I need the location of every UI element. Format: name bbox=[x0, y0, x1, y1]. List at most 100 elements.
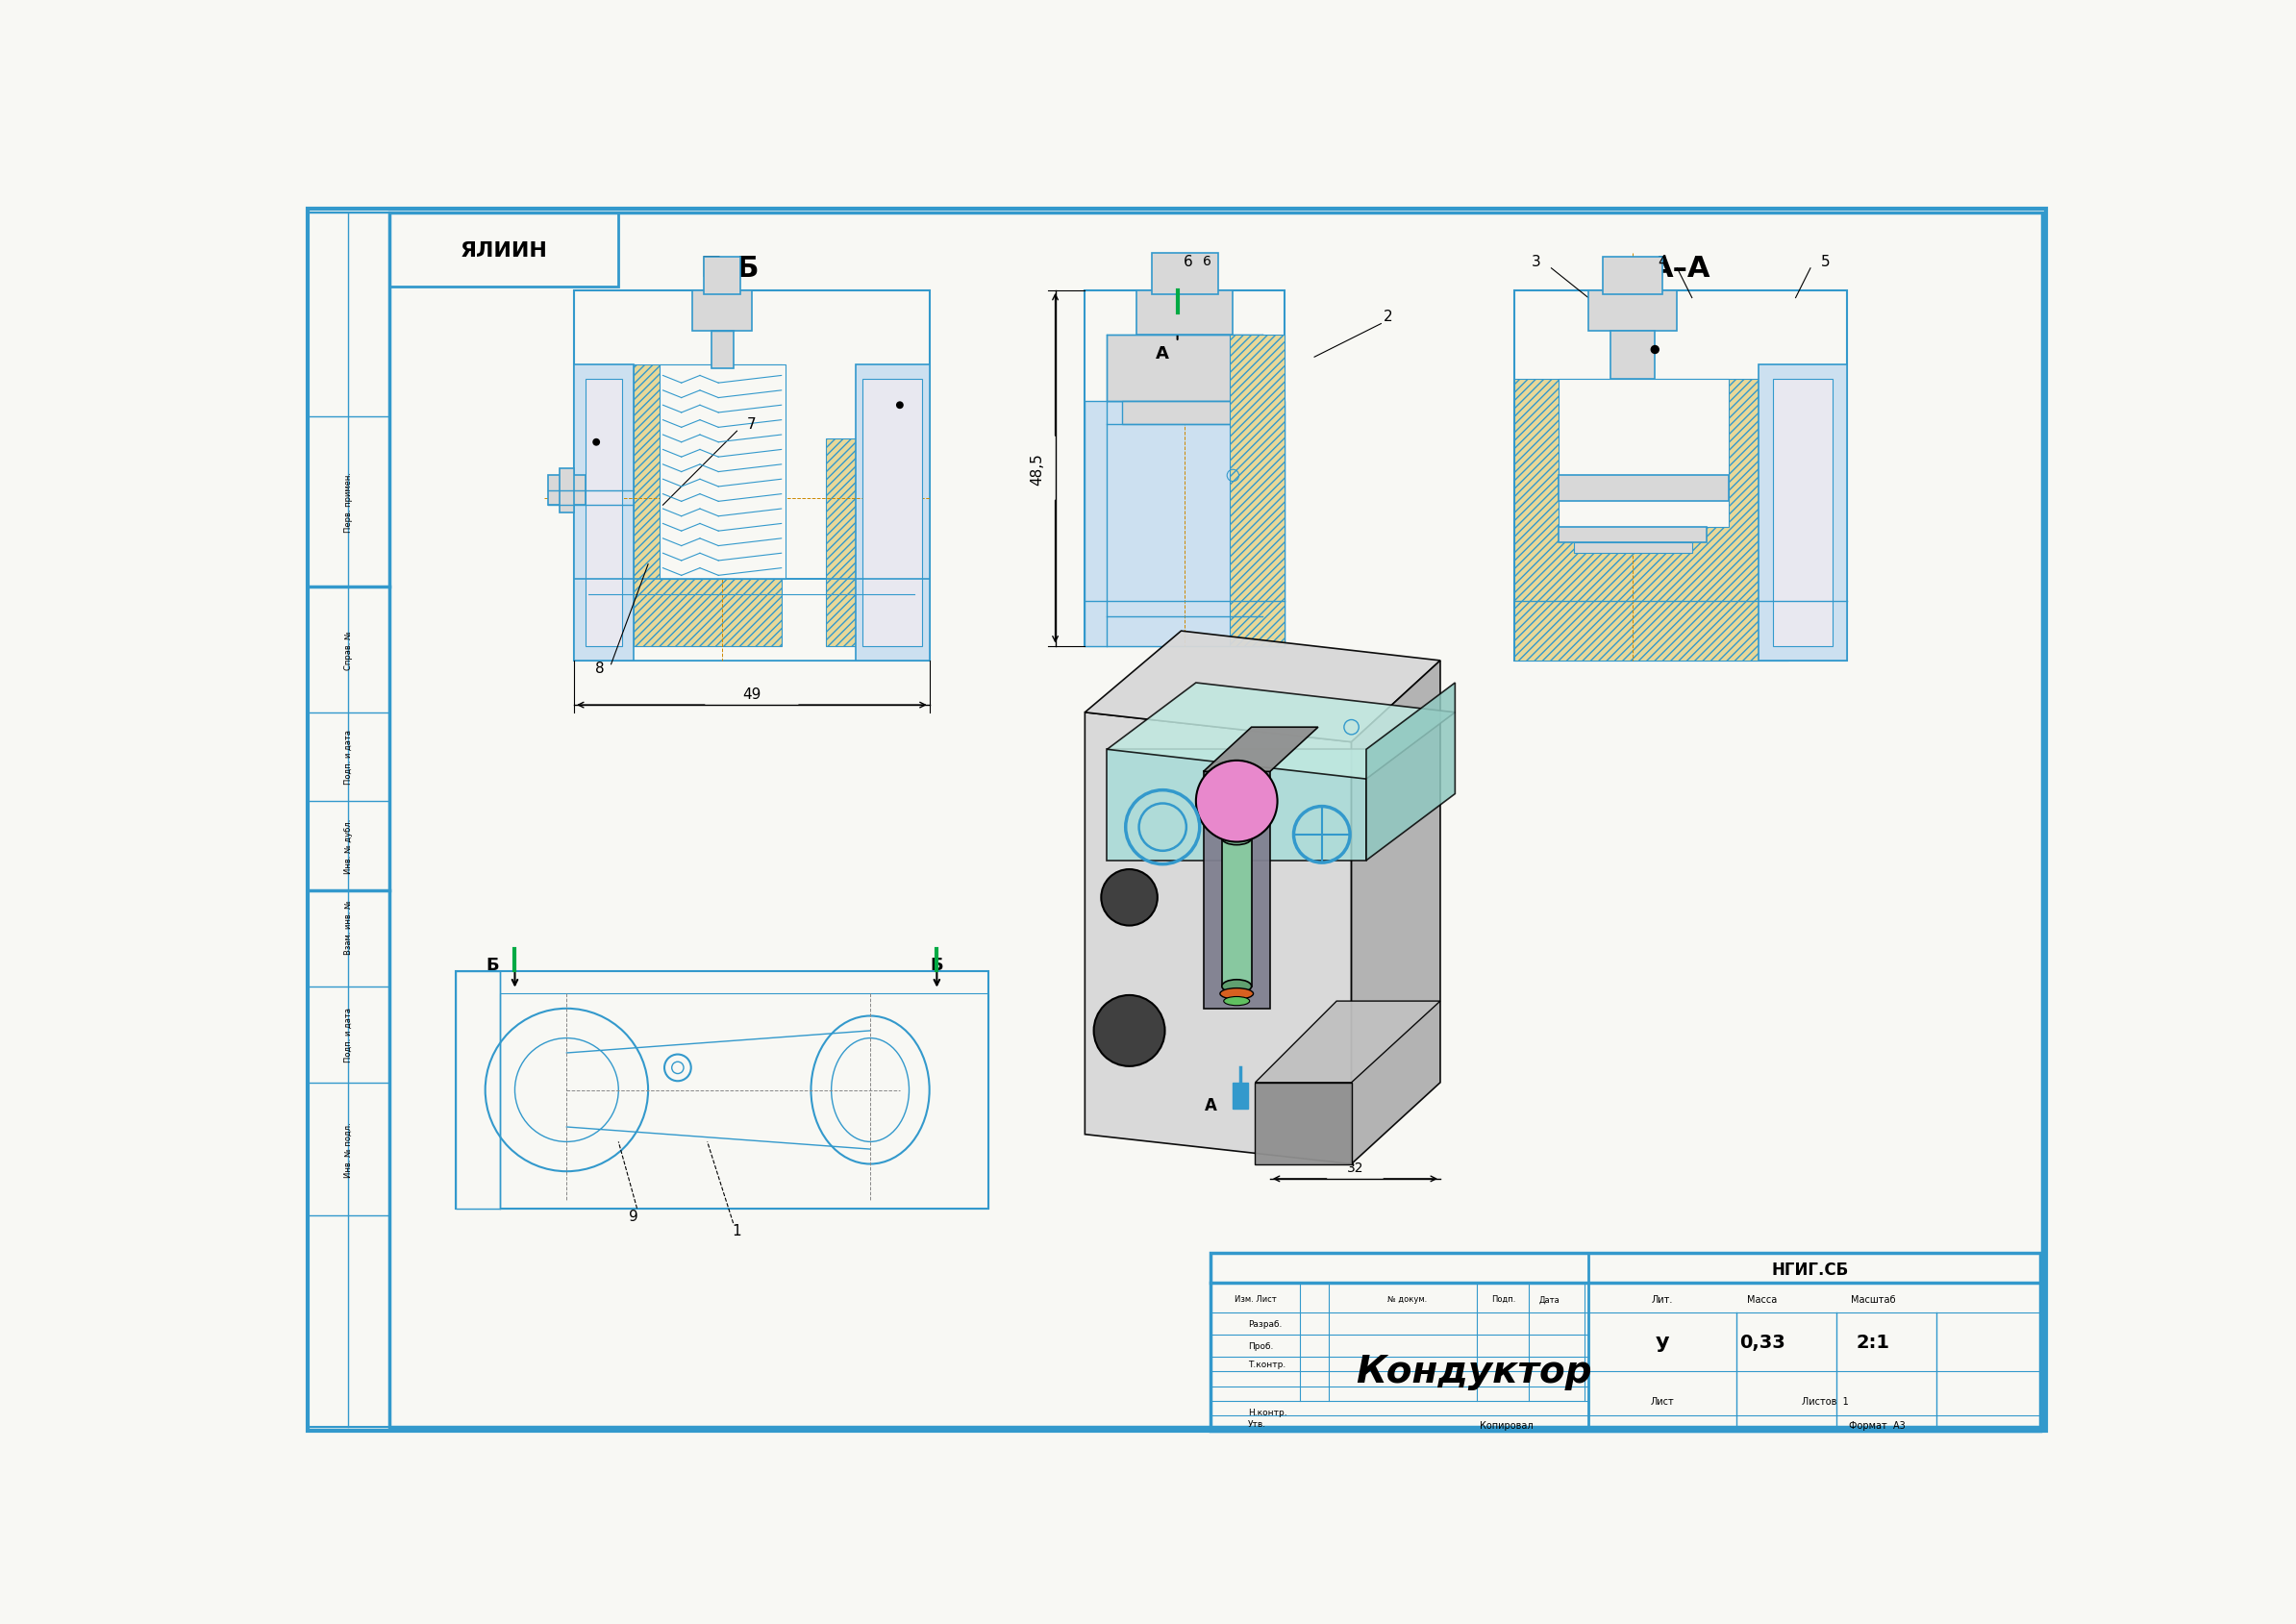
Text: А: А bbox=[1155, 346, 1169, 362]
Bar bbox=[585, 380, 622, 646]
Text: Дата: Дата bbox=[1538, 1294, 1561, 1302]
Ellipse shape bbox=[1219, 989, 1254, 999]
Polygon shape bbox=[1256, 1002, 1440, 1083]
Text: Подп. и дата: Подп. и дата bbox=[344, 1007, 354, 1062]
Text: 1: 1 bbox=[732, 1223, 742, 1237]
Bar bbox=[1086, 291, 1286, 646]
Bar bbox=[1228, 336, 1286, 646]
Bar bbox=[1515, 291, 1848, 661]
Bar bbox=[1233, 1083, 1247, 1109]
Text: Н.контр.: Н.контр. bbox=[1247, 1408, 1286, 1416]
Polygon shape bbox=[1352, 661, 1440, 1164]
Text: 8: 8 bbox=[595, 661, 604, 676]
Text: 9: 9 bbox=[629, 1208, 638, 1223]
Text: 2: 2 bbox=[1384, 310, 1394, 325]
Bar bbox=[634, 365, 781, 646]
Bar bbox=[1559, 380, 1729, 528]
Text: Взам. инв. №: Взам. инв. № bbox=[344, 900, 354, 955]
Bar bbox=[1559, 476, 1729, 502]
Circle shape bbox=[592, 440, 599, 445]
Text: Т.контр.: Т.контр. bbox=[1247, 1359, 1286, 1369]
Text: Масса: Масса bbox=[1747, 1294, 1777, 1304]
Text: 5: 5 bbox=[1821, 255, 1830, 268]
Text: Б: Б bbox=[487, 957, 498, 973]
Bar bbox=[1221, 838, 1251, 987]
Text: Лист: Лист bbox=[1651, 1397, 1674, 1406]
Ellipse shape bbox=[1221, 979, 1251, 994]
Bar bbox=[856, 365, 930, 661]
Ellipse shape bbox=[1224, 997, 1249, 1005]
Text: Лит.: Лит. bbox=[1651, 1294, 1674, 1304]
Text: 0,33: 0,33 bbox=[1740, 1333, 1786, 1351]
Bar bbox=[1153, 253, 1219, 296]
Bar bbox=[703, 258, 742, 296]
Bar bbox=[693, 291, 751, 331]
Bar bbox=[560, 469, 574, 513]
Text: Изм. Лист: Изм. Лист bbox=[1235, 1294, 1277, 1302]
Bar bbox=[1603, 258, 1662, 296]
Text: 4: 4 bbox=[1658, 255, 1667, 268]
Text: 2:1: 2:1 bbox=[1857, 1333, 1890, 1351]
Ellipse shape bbox=[1221, 831, 1251, 844]
Bar bbox=[827, 438, 907, 646]
Text: у: у bbox=[1655, 1332, 1669, 1351]
Bar bbox=[455, 971, 990, 1208]
Text: № докум.: № докум. bbox=[1387, 1294, 1426, 1302]
Bar bbox=[1086, 403, 1286, 646]
Bar bbox=[1107, 336, 1263, 403]
Polygon shape bbox=[1203, 771, 1270, 1009]
Bar bbox=[659, 365, 785, 580]
Bar bbox=[308, 213, 388, 1427]
Text: Перв. примен.: Перв. примен. bbox=[344, 471, 354, 533]
Polygon shape bbox=[1203, 728, 1318, 771]
Text: ЯЛИИН: ЯЛИИН bbox=[459, 240, 546, 260]
Text: Подп.: Подп. bbox=[1490, 1294, 1515, 1302]
Bar bbox=[1137, 291, 1233, 336]
Polygon shape bbox=[1366, 684, 1456, 861]
Text: НГИГ.СБ: НГИГ.СБ bbox=[1773, 1260, 1848, 1278]
Bar bbox=[1773, 380, 1832, 646]
Text: Кондуктор: Кондуктор bbox=[1355, 1353, 1591, 1390]
Text: Разраб.: Разраб. bbox=[1247, 1319, 1281, 1327]
Polygon shape bbox=[1107, 684, 1456, 780]
Bar bbox=[1515, 380, 1789, 661]
Polygon shape bbox=[1086, 713, 1352, 1164]
Bar bbox=[549, 476, 585, 505]
Bar bbox=[574, 291, 930, 661]
Text: А–А: А–А bbox=[1651, 255, 1711, 283]
Text: Проб.: Проб. bbox=[1247, 1341, 1272, 1350]
Text: 32: 32 bbox=[1348, 1161, 1364, 1174]
Bar bbox=[863, 380, 923, 646]
Polygon shape bbox=[1086, 632, 1440, 742]
Bar bbox=[1589, 291, 1676, 331]
Text: Инв. № подл.: Инв. № подл. bbox=[344, 1122, 354, 1177]
Text: Листов  1: Листов 1 bbox=[1802, 1397, 1848, 1406]
Text: Копировал: Копировал bbox=[1481, 1419, 1534, 1429]
Bar bbox=[388, 213, 618, 287]
Bar bbox=[1609, 331, 1655, 380]
Bar bbox=[1210, 1254, 2039, 1431]
Bar bbox=[712, 331, 732, 369]
Text: Формат  А3: Формат А3 bbox=[1848, 1419, 1906, 1429]
Bar bbox=[1759, 365, 1848, 661]
Bar bbox=[574, 580, 930, 661]
Text: Подп. и дата: Подп. и дата bbox=[344, 729, 354, 784]
Bar bbox=[501, 994, 990, 1208]
Circle shape bbox=[1093, 996, 1164, 1067]
Text: 6: 6 bbox=[1185, 255, 1194, 268]
Text: А: А bbox=[1205, 1096, 1217, 1114]
Circle shape bbox=[1196, 762, 1277, 843]
Bar bbox=[1123, 403, 1247, 424]
Circle shape bbox=[1651, 346, 1658, 354]
Polygon shape bbox=[1256, 1083, 1352, 1164]
Circle shape bbox=[1102, 870, 1157, 926]
Text: Инв. № дубл.: Инв. № дубл. bbox=[344, 818, 354, 874]
Polygon shape bbox=[1107, 750, 1366, 861]
Bar bbox=[1559, 528, 1706, 542]
Bar bbox=[1573, 542, 1692, 554]
Text: Справ. №: Справ. № bbox=[344, 630, 354, 669]
Text: Б–Б: Б–Б bbox=[700, 255, 760, 283]
Text: 3: 3 bbox=[1531, 255, 1541, 268]
Text: 48,5: 48,5 bbox=[1029, 453, 1045, 486]
Text: Б: Б bbox=[930, 957, 944, 973]
